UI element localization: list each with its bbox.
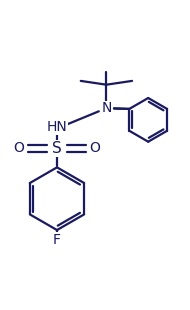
- Text: HN: HN: [47, 121, 67, 135]
- Text: F: F: [53, 232, 61, 246]
- Text: O: O: [13, 141, 25, 155]
- Text: N: N: [101, 101, 112, 115]
- Text: S: S: [52, 141, 62, 156]
- Text: O: O: [89, 141, 101, 155]
